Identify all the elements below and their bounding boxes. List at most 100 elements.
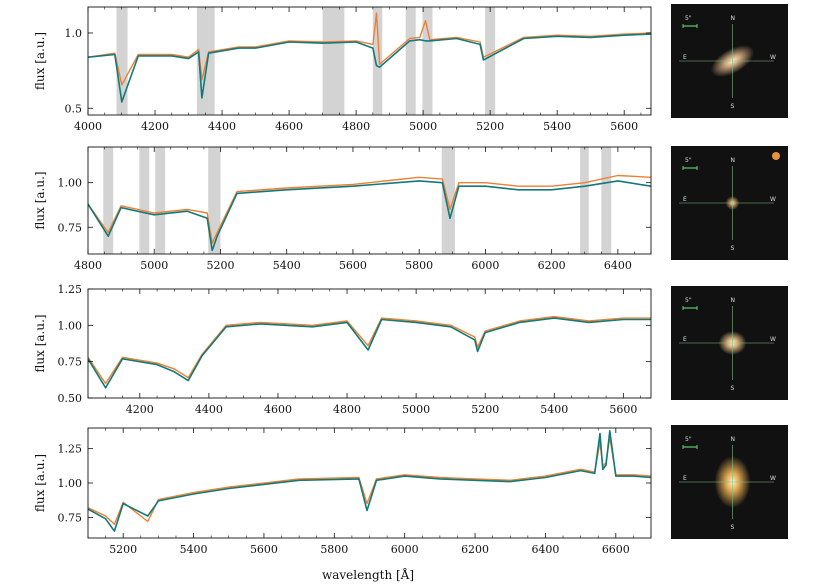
x-tick-label: 5800 (405, 259, 433, 272)
y-tick-label: 0.75 (58, 221, 83, 234)
x-tick-label: 6000 (391, 543, 419, 556)
y-tick-label: 0.5 (65, 102, 83, 115)
x-tick-label: 6000 (471, 259, 499, 272)
x-tick-label: 4600 (275, 120, 303, 133)
west-label: W (770, 54, 776, 61)
x-tick-label: 4800 (333, 403, 361, 416)
x-tick-label: 5000 (402, 403, 430, 416)
masked-region-3 (322, 7, 345, 115)
x-tick-label: 4200 (141, 120, 169, 133)
model-spectrum-line (88, 180, 651, 252)
x-tick-label: 5600 (339, 259, 367, 272)
x-tick-label: 5200 (476, 120, 504, 133)
spectrum-panel-3: 4200 4400 4600 4800 5000 5200 5400 5600 0.50 0.75… (33, 283, 652, 416)
south-label: S (731, 385, 735, 392)
y-tick-label: 1.0 (65, 27, 83, 40)
plot-frame (87, 288, 652, 399)
x-tick-label: 5600 (250, 543, 278, 556)
scale-label: 5" (685, 297, 692, 304)
north-label: N (731, 297, 736, 304)
y-tick-label: 1.00 (58, 477, 83, 490)
scale-label: 5" (685, 157, 692, 164)
galaxy-cutouts: 5" N S E W 5" N S E W 5" N S E W 5" N S E W (671, 4, 788, 539)
masked-region-1 (116, 7, 128, 115)
y-tick-label: 1.00 (58, 319, 83, 332)
masked-region-4 (372, 7, 383, 115)
x-tick-label: 4200 (126, 403, 154, 416)
y-axis-label: flux [a.u.] (33, 454, 47, 512)
masked-region-5 (405, 7, 416, 115)
plot-frame (87, 427, 652, 539)
x-tick-label: 5200 (109, 543, 137, 556)
masked-region-6 (422, 7, 433, 115)
observed-spectrum-line (88, 174, 651, 244)
x-tick-label: 5800 (320, 543, 348, 556)
x-tick-label: 4800 (342, 120, 370, 133)
masked-region-6 (580, 147, 589, 254)
observed-spectrum-line (88, 12, 651, 86)
spectrum-panel-1: 4000 4200 4400 4600 4800 5000 5200 5400 5600 0.5 1… (33, 6, 652, 133)
observed-spectrum-line (88, 436, 651, 525)
x-tick-label: 5600 (609, 403, 637, 416)
x-tick-label: 4600 (264, 403, 292, 416)
y-tick-label: 1.00 (58, 177, 83, 190)
x-tick-label: 5400 (180, 543, 208, 556)
y-axis-label: flux [a.u.] (33, 171, 47, 229)
x-tick-label: 6600 (602, 543, 630, 556)
west-label: W (770, 196, 776, 203)
x-tick-label: 4400 (208, 120, 236, 133)
east-label: E (683, 336, 687, 343)
y-tick-label: 1.25 (58, 443, 83, 456)
foreground-star (772, 152, 780, 160)
x-tick-label: 5000 (140, 259, 168, 272)
spectrum-panel-4: 5200 5400 5600 5800 6000 6200 6400 6600 0.75 1.00… (33, 427, 652, 556)
x-tick-label: 5400 (543, 120, 571, 133)
masked-region-2 (139, 147, 150, 254)
east-label: E (683, 54, 687, 61)
masked-region-4 (208, 147, 221, 254)
x-tick-label: 6400 (531, 543, 559, 556)
y-axis-label: flux [a.u.] (33, 314, 47, 372)
model-spectrum-line (88, 317, 651, 389)
spectrum-panel-2: 4800 5000 5200 5400 5600 5800 6000 6200 6400 0.75… (33, 146, 652, 272)
east-label: E (683, 475, 687, 482)
west-label: W (770, 475, 776, 482)
masked-region-1 (103, 147, 114, 254)
galaxy-cutout-3: 5" N S E W (671, 286, 788, 400)
x-tick-label: 5200 (206, 259, 234, 272)
x-tick-label: 4000 (74, 120, 102, 133)
x-tick-label: 5600 (610, 120, 638, 133)
south-label: S (731, 245, 735, 252)
y-tick-label: 1.25 (58, 283, 83, 296)
spectrum-panels: 4000 4200 4400 4600 4800 5000 5200 5400 5600 0.5 1… (33, 6, 652, 556)
masked-region-3 (155, 147, 166, 254)
masked-region-7 (601, 147, 612, 254)
x-tick-label: 5400 (540, 403, 568, 416)
south-label: S (731, 103, 735, 110)
east-label: E (683, 196, 687, 203)
x-tick-label: 5400 (273, 259, 301, 272)
north-label: N (731, 15, 736, 22)
galaxy-cutout-4: 5" N S E W (671, 425, 788, 539)
x-tick-label: 5000 (409, 120, 437, 133)
observed-spectrum-line (88, 315, 651, 385)
y-tick-label: 0.50 (58, 392, 83, 405)
model-spectrum-line (88, 33, 651, 103)
y-tick-label: 0.75 (58, 356, 83, 369)
masked-region-7 (485, 7, 496, 115)
x-axis-title: wavelength [Å] (322, 567, 414, 582)
x-tick-label: 6200 (461, 543, 489, 556)
north-label: N (731, 436, 736, 443)
galaxy-cutout-2: 5" N S E W (671, 146, 788, 260)
north-label: N (731, 157, 736, 164)
scale-label: 5" (685, 436, 692, 443)
x-tick-label: 6400 (604, 259, 632, 272)
galaxy-cutout-1: 5" N S E W (671, 4, 788, 118)
x-tick-label: 5200 (471, 403, 499, 416)
plot-frame (87, 146, 652, 255)
y-axis-label: flux [a.u.] (33, 32, 47, 90)
x-tick-label: 4800 (74, 259, 102, 272)
west-label: W (770, 336, 776, 343)
y-tick-label: 0.75 (58, 511, 83, 524)
